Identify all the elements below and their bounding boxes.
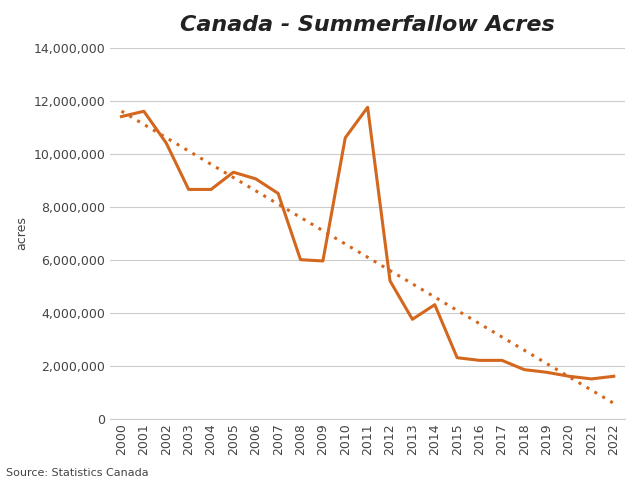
Title: Canada - Summerfallow Acres: Canada - Summerfallow Acres (180, 15, 555, 35)
Text: Source: Statistics Canada: Source: Statistics Canada (6, 468, 149, 478)
Y-axis label: acres: acres (15, 216, 28, 250)
